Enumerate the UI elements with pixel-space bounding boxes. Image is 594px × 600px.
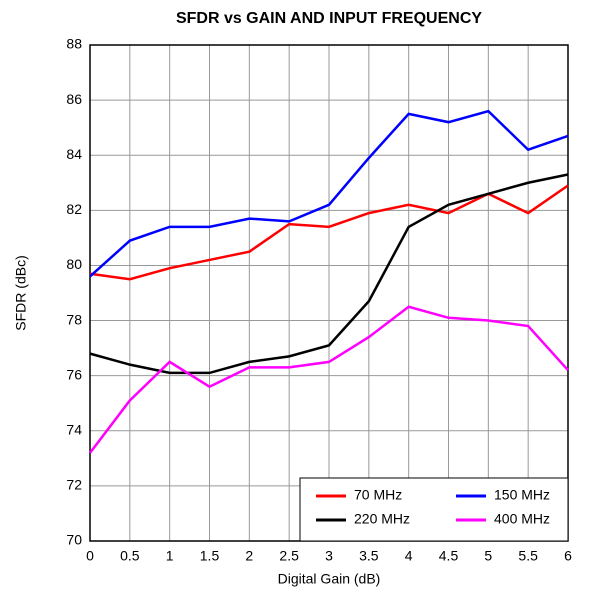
x-tick-label: 3 <box>325 548 333 564</box>
x-tick-label: 0.5 <box>120 548 140 564</box>
y-tick-label: 72 <box>66 477 82 493</box>
y-tick-label: 86 <box>66 91 82 107</box>
y-tick-label: 70 <box>66 532 82 548</box>
legend-box <box>299 477 569 542</box>
legend-label: 400 MHz <box>494 511 550 527</box>
series-line <box>89 109 569 278</box>
x-tick-label: 0 <box>86 548 94 564</box>
x-tick-label: 2 <box>245 548 253 564</box>
y-tick-label: 78 <box>66 311 82 327</box>
y-tick-label: 88 <box>66 36 82 52</box>
x-tick-label: 2.5 <box>279 548 299 564</box>
legend-label: 150 MHz <box>494 487 550 503</box>
x-axis-label: Digital Gain (dB) <box>278 571 381 587</box>
series-line <box>89 173 569 375</box>
y-tick-label: 74 <box>66 421 82 437</box>
x-tick-label: 5 <box>484 548 492 564</box>
series-line <box>89 305 569 454</box>
y-tick-label: 82 <box>66 201 82 217</box>
chart-title: SFDR vs GAIN AND INPUT FREQUENCY <box>176 10 482 27</box>
y-tick-label: 84 <box>66 146 82 162</box>
x-tick-label: 6 <box>564 548 572 564</box>
x-tick-label: 1 <box>166 548 174 564</box>
x-tick-label: 5.5 <box>518 548 538 564</box>
x-tick-label: 4 <box>405 548 413 564</box>
y-tick-label: 80 <box>66 256 82 272</box>
x-tick-label: 4.5 <box>439 548 459 564</box>
x-tick-label: 1.5 <box>200 548 220 564</box>
y-axis-label: SFDR (dBc) <box>13 255 29 330</box>
y-tick-label: 76 <box>66 366 82 382</box>
legend-label: 70 MHz <box>354 487 402 503</box>
legend-label: 220 MHz <box>354 511 410 527</box>
x-tick-label: 3.5 <box>359 548 379 564</box>
